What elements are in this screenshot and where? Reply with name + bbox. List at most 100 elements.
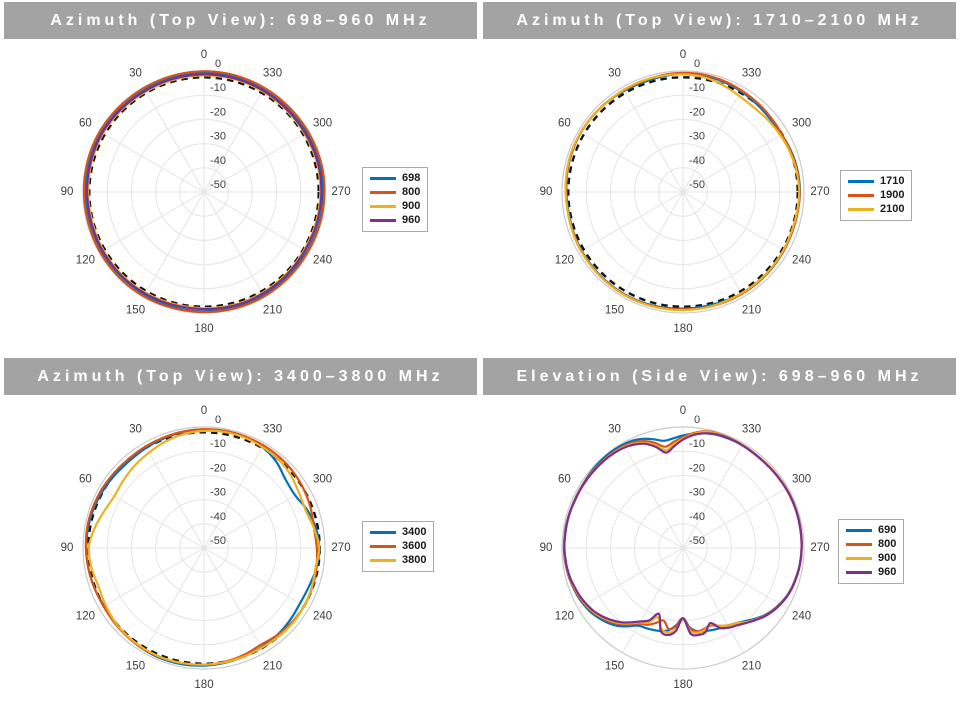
grid-spoke (98, 131, 205, 193)
legend-label: 800 (402, 186, 421, 198)
legend-line-sample (848, 180, 874, 183)
legend-azimuth-1710-2100: 1710 1900 2100 (840, 170, 913, 221)
chart-title: Azimuth (Top View): 1710–2100 MHz (516, 11, 923, 29)
grid-spoke (682, 86, 744, 193)
angle-tick-label: 120 (76, 255, 95, 267)
angle-tick-label: 330 (742, 67, 761, 79)
angle-tick-label: 210 (263, 661, 282, 673)
radial-tick-label: -40 (689, 155, 705, 167)
legend-azimuth-698-960: 698 800 900 960 (362, 167, 429, 232)
grid-spoke (203, 131, 310, 193)
radial-tick-label: -40 (210, 155, 226, 167)
legend-item-1710: 1710 (848, 176, 904, 187)
legend-item-3600: 3600 (370, 541, 426, 552)
radial-tick-label: -50 (210, 179, 226, 191)
chart-title: Azimuth (Top View): 698–960 MHz (50, 11, 431, 29)
legend-label: 960 (402, 214, 421, 226)
angle-tick-label: 180 (673, 679, 692, 691)
series-line-960 (85, 73, 323, 311)
angle-tick-label: 150 (605, 305, 624, 317)
grid-spoke (577, 487, 684, 549)
grid-spoke (143, 86, 205, 193)
radial-tick-label: -40 (210, 511, 226, 523)
reference-dashed-circle (88, 76, 320, 308)
angle-tick-label: 0 (680, 405, 686, 417)
grid-spoke (577, 547, 684, 609)
radial-tick-label: -50 (689, 179, 705, 191)
legend-item-2100: 2100 (848, 204, 904, 215)
grid-spoke (682, 131, 789, 193)
angle-tick-label: 180 (194, 323, 213, 335)
legend-item-960: 960 (846, 567, 896, 578)
legend-label: 800 (878, 538, 897, 550)
radial-tick-label: 0 (215, 414, 221, 426)
legend-item-690: 690 (846, 525, 896, 536)
polar-chart-azimuth-698-960: 0 30 60 90 120 150 180 210 240 270 300 330 0 -10 -20 -3… (61, 49, 351, 335)
angle-tick-label: 270 (331, 542, 350, 554)
radial-tick-label: -30 (210, 131, 226, 143)
legend-item-800: 800 (370, 187, 420, 198)
angle-tick-label: 30 (608, 67, 621, 79)
grid-spoke (682, 191, 744, 298)
radial-tick-label: -20 (210, 462, 226, 474)
radial-tick-label: -10 (689, 82, 705, 94)
grid-spoke (203, 191, 310, 253)
grid-spoke (682, 191, 789, 253)
legend-label: 900 (878, 552, 897, 564)
legend-item-900: 900 (846, 553, 896, 564)
series-line-2100 (564, 73, 801, 312)
chart-title-bar-azimuth-698-960: Azimuth (Top View): 698–960 MHz (4, 2, 477, 39)
legend-label: 900 (402, 200, 421, 212)
angle-tick-label: 240 (313, 611, 332, 623)
radial-tick-label: 0 (215, 58, 221, 70)
series-line-960 (563, 432, 803, 637)
angle-tick-label: 60 (79, 118, 92, 130)
angle-tick-label: 180 (194, 679, 213, 691)
legend-line-sample (846, 571, 872, 574)
legend-line-sample (370, 545, 396, 548)
radial-tick-label: -30 (689, 487, 705, 499)
legend-line-sample (370, 219, 396, 222)
angle-tick-label: 30 (129, 67, 142, 79)
grid-spoke (203, 86, 265, 193)
angle-tick-label: 90 (61, 542, 74, 554)
angle-tick-label: 300 (313, 118, 332, 130)
angle-tick-label: 30 (608, 423, 621, 435)
legend-line-sample (370, 559, 396, 562)
legend-line-sample (846, 543, 872, 546)
angle-tick-label: 240 (792, 611, 811, 623)
legend-line-sample (846, 529, 872, 532)
angle-tick-label: 30 (129, 423, 142, 435)
angle-tick-label: 330 (742, 423, 761, 435)
legend-label: 3400 (402, 526, 427, 538)
angle-tick-label: 120 (555, 611, 574, 623)
polar-grid (82, 426, 326, 670)
angle-tick-label: 120 (76, 611, 95, 623)
radial-tick-label: -10 (210, 82, 226, 94)
angle-tick-label: 270 (810, 542, 829, 554)
polar-grid (561, 426, 805, 670)
legend-item-960: 960 (370, 215, 420, 226)
angle-tick-label: 150 (605, 661, 624, 673)
legend-item-3800: 3800 (370, 555, 426, 566)
radial-tick-label: -10 (689, 438, 705, 450)
radial-tick-label: -50 (210, 535, 226, 547)
legend-label: 3800 (402, 554, 427, 566)
angle-tick-label: 240 (313, 255, 332, 267)
grid-spoke (98, 547, 205, 609)
legend-line-sample (370, 205, 396, 208)
angle-tick-label: 0 (680, 49, 686, 61)
polar-chart-elevation-698-960: 0 30 60 90 120 150 180 210 240 270 300 330 0 -10 -20 -3… (540, 405, 830, 691)
angle-tick-label: 180 (673, 323, 692, 335)
chart-title-bar-azimuth-3400-3800: Azimuth (Top View): 3400–3800 MHz (4, 358, 477, 395)
legend-item-900: 900 (370, 201, 420, 212)
legend-label: 3600 (402, 540, 427, 552)
angle-tick-label: 90 (540, 186, 553, 198)
grid-spoke (203, 442, 265, 549)
radial-tick-label: -20 (689, 462, 705, 474)
legend-label: 2100 (880, 203, 905, 215)
polar-chart-azimuth-3400-3800: 0 30 60 90 120 150 180 210 240 270 300 330 0 -10 -20 -3… (61, 405, 351, 691)
radial-tick-label: -30 (689, 131, 705, 143)
grid-spoke (682, 442, 744, 549)
